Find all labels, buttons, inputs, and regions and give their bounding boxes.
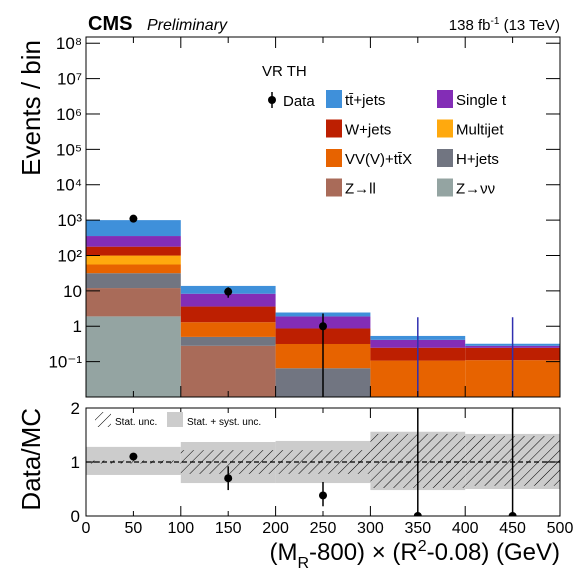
- y-tick-label: 10⁻¹: [48, 353, 82, 372]
- stack-segment: [86, 220, 181, 237]
- main-plot: [86, 214, 560, 397]
- legend-label: Multijet: [456, 122, 504, 139]
- legend-swatch: [437, 90, 453, 108]
- stack-segment: [86, 316, 181, 397]
- x-tick-label: 0: [82, 520, 91, 537]
- legend-label: H+jets: [456, 151, 499, 168]
- ratio-plot: [86, 408, 560, 516]
- y-tick-label: 10: [63, 282, 82, 301]
- y-tick-label: 1: [73, 317, 82, 336]
- lumi-text: 138 fb: [449, 17, 491, 34]
- x-tick-label: 150: [215, 520, 242, 537]
- x-label-sup: 2: [418, 538, 427, 555]
- x-axis-label: (MR-800) × (R2-0.08) (GeV): [269, 538, 560, 572]
- legend-swatch: [437, 119, 453, 138]
- stack-segment: [86, 288, 181, 317]
- lumi: 138 fb-1 (13 TeV): [449, 16, 560, 34]
- stack-segment: [86, 236, 181, 247]
- x-tick-label: 50: [125, 520, 143, 537]
- stack-segment: [180, 322, 276, 337]
- x-tick-label: 500: [547, 520, 574, 537]
- x-tick-label: 200: [262, 520, 289, 537]
- data-point: [224, 287, 233, 296]
- stack-segment: [180, 336, 276, 346]
- legend-label: Z→νν: [456, 181, 495, 198]
- legend-swatch: [437, 178, 453, 197]
- legend-label: Data: [283, 93, 315, 110]
- x-tick-label: 350: [404, 520, 431, 537]
- legend-label: VV(V)+tt̄X: [345, 151, 412, 168]
- legend-swatch: [326, 178, 342, 197]
- lumi-text: (13 TeV): [499, 17, 560, 34]
- y-tick-label: 10³: [57, 211, 82, 230]
- legend-label: W+jets: [345, 122, 391, 139]
- x-tick-label: 100: [167, 520, 194, 537]
- legend-swatch: [326, 90, 342, 108]
- x-tick-label: 450: [499, 520, 526, 537]
- data-point: [319, 491, 327, 500]
- y-tick-label: 10⁸: [56, 34, 82, 53]
- legend-label: Single t: [456, 92, 507, 109]
- stat-band: [86, 460, 181, 464]
- data-point: [129, 452, 138, 461]
- y-tick-label: 10⁷: [57, 70, 82, 89]
- data-point: [129, 214, 138, 223]
- stat-band: [180, 450, 276, 474]
- stack-segment: [86, 246, 181, 256]
- stack-segment: [86, 255, 181, 265]
- title: CMS: [88, 13, 132, 35]
- stack-segment: [180, 306, 276, 323]
- stack-segment: [86, 273, 181, 289]
- x-label-sub: R: [297, 555, 309, 572]
- legend-title: VR TH: [262, 63, 307, 80]
- legend-label: Stat. unc.: [115, 417, 157, 428]
- subtitle: Preliminary: [147, 17, 228, 34]
- stack-segment: [180, 345, 276, 397]
- legend-swatch: [95, 412, 111, 427]
- stack-segment: [180, 293, 276, 307]
- legend-label: Z→ll: [345, 181, 376, 198]
- y-tick-label: 1: [71, 453, 80, 472]
- y-tick-label: 10⁵: [56, 140, 82, 159]
- data-point: [224, 474, 233, 483]
- x-tick-label: 250: [310, 520, 337, 537]
- stack-segment: [86, 264, 181, 274]
- legend-label: Stat. + syst. unc.: [187, 417, 261, 428]
- y-tick-label: 10²: [57, 246, 82, 265]
- legend-marker: [268, 96, 276, 104]
- y-tick-label: 2: [71, 399, 80, 418]
- legend-swatch: [437, 149, 453, 167]
- legend-swatch: [326, 119, 342, 138]
- y-tick-label: 0: [71, 507, 80, 526]
- x-tick-label: 400: [452, 520, 479, 537]
- y-tick-label: 10⁶: [56, 105, 82, 124]
- legend-label: tt̄+jets: [345, 92, 385, 109]
- legend-swatch: [326, 149, 342, 167]
- legend-swatch: [167, 412, 183, 427]
- y-tick-label: 10⁴: [56, 176, 82, 195]
- ratio-y-axis-label: Data/MC: [16, 408, 46, 511]
- y-axis-label: Events / bin: [16, 40, 46, 176]
- x-tick-label: 300: [357, 520, 384, 537]
- x-label-part: (M: [269, 539, 297, 566]
- x-label-part: -0.08) (GeV): [427, 539, 560, 566]
- data-point: [319, 322, 327, 331]
- lumi-sup: -1: [491, 16, 500, 27]
- x-label-part: -800) × (R: [309, 539, 418, 566]
